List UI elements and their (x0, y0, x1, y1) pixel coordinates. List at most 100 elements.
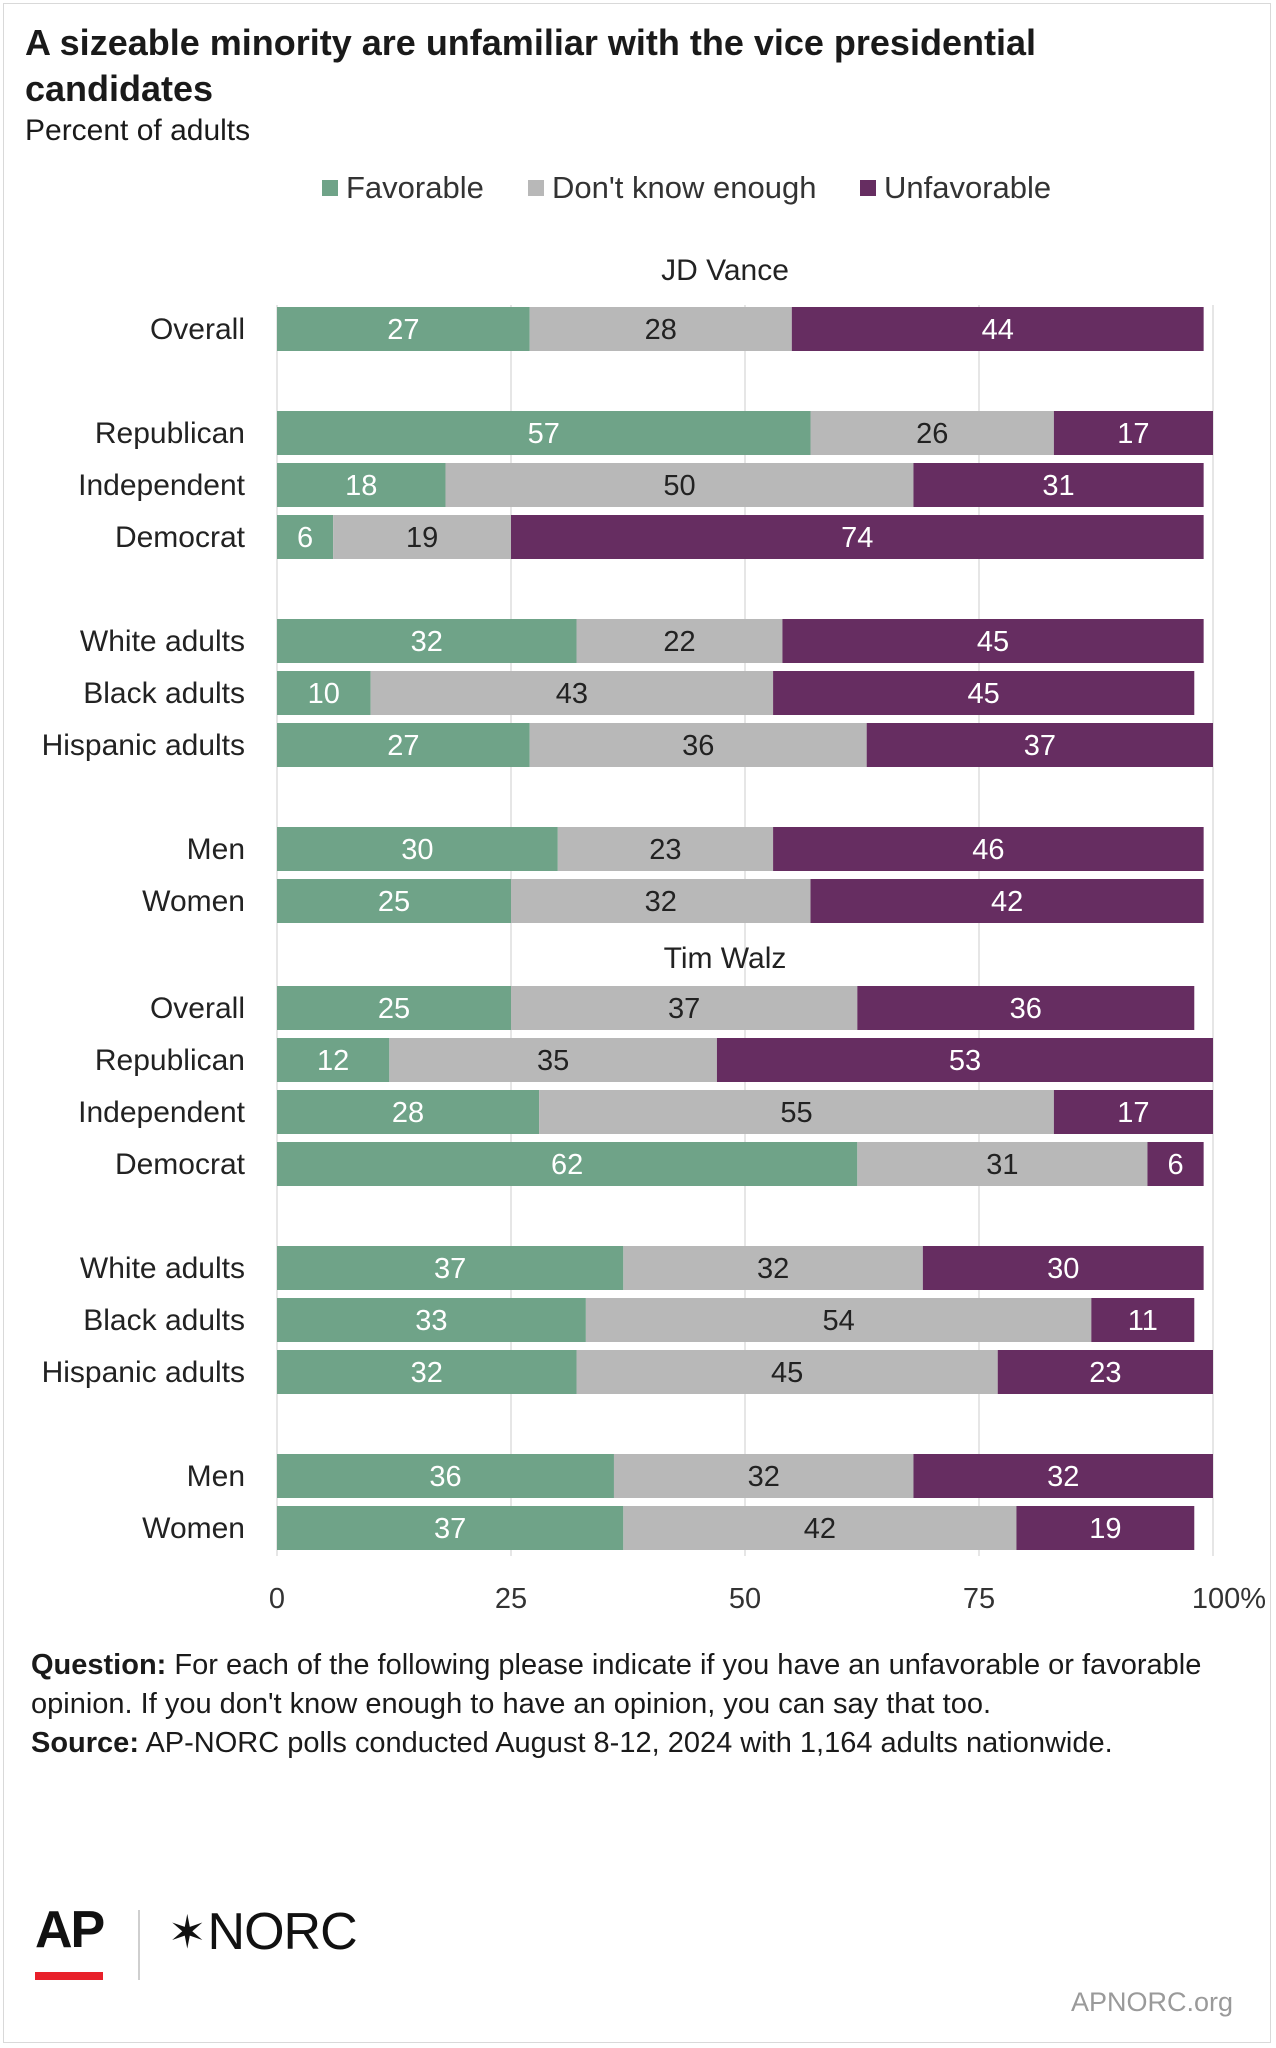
legend-item-favorable: Favorable (322, 168, 484, 208)
data-label-0-independent-2: 31 (1042, 470, 1074, 502)
legend: Favorable Don't know enough Unfavorable (0, 168, 1276, 208)
chart-frame (3, 3, 1271, 2043)
legend-label-unfavorable: Unfavorable (884, 170, 1052, 205)
bar-segment-0-white-adults-0 (277, 619, 577, 663)
row-label-0-overall: Overall (150, 313, 245, 346)
x-tick-label-75: 75 (963, 1583, 995, 1615)
bar-segment-1-independent-0 (277, 1090, 540, 1134)
row-label-0-hispanic-adults: Hispanic adults (42, 729, 245, 762)
data-label-1-white-adults-2: 30 (1047, 1253, 1079, 1285)
bar-segment-1-democrat-2 (1147, 1142, 1204, 1186)
data-label-0-men-1: 23 (649, 834, 681, 866)
group-title-0: JD Vance (661, 254, 789, 287)
data-label-1-democrat-2: 6 (1167, 1149, 1183, 1181)
data-label-0-white-adults-0: 32 (411, 626, 443, 658)
legend-label-dont-know: Don't know enough (552, 170, 817, 205)
bar-segment-0-white-adults-2 (782, 619, 1204, 663)
bar-segment-0-democrat-2 (511, 515, 1204, 559)
data-label-1-white-adults-0: 37 (434, 1253, 466, 1285)
data-label-1-republican-2: 53 (949, 1045, 981, 1077)
bar-segment-1-white-adults-1 (623, 1246, 923, 1290)
bar-segment-1-overall-1 (511, 986, 858, 1030)
row-label-1-overall: Overall (150, 992, 245, 1025)
bar-segment-1-hispanic-adults-1 (576, 1350, 998, 1394)
data-label-1-women-2: 19 (1089, 1513, 1121, 1545)
data-label-1-independent-1: 55 (780, 1097, 812, 1129)
logo-divider (138, 1910, 140, 1980)
row-label-1-women: Women (142, 1512, 245, 1545)
legend-label-favorable: Favorable (346, 170, 484, 205)
bar-segment-1-republican-2 (716, 1038, 1213, 1082)
norc-logo-text: NORC (207, 1903, 358, 1961)
data-label-0-women-0: 25 (378, 886, 410, 918)
data-label-0-republican-2: 17 (1117, 418, 1149, 450)
bar-segment-1-white-adults-2 (922, 1246, 1204, 1290)
bar-segment-0-independent-1 (445, 463, 914, 507)
norc-logo: ✶ NORC (168, 1902, 358, 1962)
legend-swatch-unfavorable (860, 180, 876, 196)
chart-subtitle: Percent of adults (25, 114, 251, 147)
bar-segment-0-women-2 (810, 879, 1204, 923)
row-label-0-independent: Independent (78, 469, 245, 502)
data-label-0-democrat-0: 6 (297, 522, 313, 554)
data-label-1-black-adults-2: 11 (1128, 1305, 1158, 1337)
data-label-1-hispanic-adults-0: 32 (411, 1357, 443, 1389)
bar-segment-0-overall-1 (529, 307, 792, 351)
question-text: For each of the following please indicat… (31, 1649, 1202, 1720)
data-label-0-republican-1: 26 (916, 418, 948, 450)
bar-segment-1-overall-2 (857, 986, 1195, 1030)
data-label-0-men-0: 30 (401, 834, 433, 866)
data-label-0-women-2: 42 (991, 886, 1023, 918)
data-label-1-hispanic-adults-2: 23 (1089, 1357, 1121, 1389)
bar-segment-1-overall-0 (277, 986, 511, 1030)
data-label-0-hispanic-adults-2: 37 (1024, 730, 1056, 762)
data-label-0-overall-2: 44 (982, 314, 1014, 346)
bar-segment-1-men-1 (613, 1454, 914, 1498)
row-label-1-men: Men (187, 1460, 245, 1493)
legend-item-dont-know: Don't know enough (528, 168, 816, 208)
data-label-0-independent-1: 50 (663, 470, 695, 502)
bar-segment-0-hispanic-adults-1 (529, 723, 867, 767)
question-label: Question: (31, 1649, 167, 1681)
bar-segment-0-men-1 (557, 827, 774, 871)
x-tick-label-50: 50 (729, 1583, 761, 1615)
data-label-0-democrat-2: 74 (841, 522, 873, 554)
data-label-1-hispanic-adults-1: 45 (771, 1357, 803, 1389)
data-label-0-overall-1: 28 (645, 314, 677, 346)
data-label-1-black-adults-0: 33 (415, 1305, 447, 1337)
bar-segment-1-republican-0 (277, 1038, 390, 1082)
data-label-0-black-adults-1: 43 (556, 678, 588, 710)
bar-segment-1-hispanic-adults-2 (997, 1350, 1213, 1394)
norc-star-icon: ✶ (168, 1906, 207, 1958)
bar-segment-1-black-adults-1 (585, 1298, 1092, 1342)
data-label-0-men-2: 46 (972, 834, 1004, 866)
data-label-1-democrat-0: 62 (551, 1149, 583, 1181)
bar-segment-1-independent-2 (1053, 1090, 1213, 1134)
row-label-0-republican: Republican (95, 417, 245, 450)
x-tick-label-25: 25 (495, 1583, 527, 1615)
bar-segment-1-democrat-0 (277, 1142, 858, 1186)
bar-segment-1-men-0 (277, 1454, 614, 1498)
bar-segment-0-independent-2 (913, 463, 1204, 507)
bar-segment-0-democrat-1 (333, 515, 511, 559)
data-label-1-democrat-1: 31 (986, 1149, 1018, 1181)
bar-segment-0-independent-0 (277, 463, 446, 507)
row-label-0-black-adults: Black adults (83, 677, 245, 710)
data-label-1-black-adults-1: 54 (822, 1305, 854, 1337)
stacked-bar-chart: 0 25 50 75 100% JD Vance Overall 27 28 44 Republic… (42, 254, 1267, 1615)
data-label-0-republican-0: 57 (528, 418, 560, 450)
bar-segment-0-men-2 (773, 827, 1204, 871)
bar-segment-0-hispanic-adults-2 (866, 723, 1213, 767)
data-label-0-overall-0: 27 (387, 314, 419, 346)
data-label-0-white-adults-2: 45 (977, 626, 1009, 658)
row-label-1-hispanic-adults: Hispanic adults (42, 1356, 245, 1389)
data-label-1-republican-1: 35 (537, 1045, 569, 1077)
row-label-0-men: Men (187, 833, 245, 866)
bar-segment-0-black-adults-2 (773, 671, 1195, 715)
x-tick-label-100: 100% (1192, 1583, 1266, 1615)
data-label-1-overall-1: 37 (668, 993, 700, 1025)
data-label-0-women-1: 32 (645, 886, 677, 918)
footnote: Question: For each of the following plea… (31, 1646, 1251, 1763)
ap-logo-bar (35, 1972, 103, 1980)
bar-segment-1-republican-1 (389, 1038, 717, 1082)
